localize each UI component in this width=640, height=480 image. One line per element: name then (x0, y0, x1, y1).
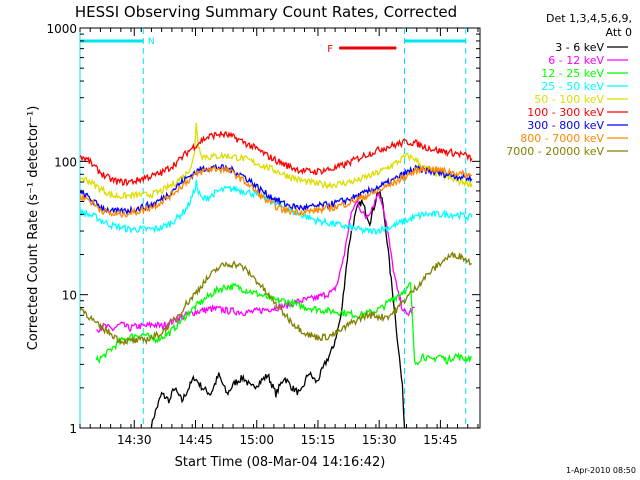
legend-header-line1: Det 1,3,4,5,6,9, (546, 12, 632, 25)
x-axis-label: Start Time (08-Mar-04 14:16:42) (175, 455, 386, 470)
x-tick-label: 15:00 (239, 433, 274, 447)
flare-markers: F (327, 44, 397, 55)
series-line-0 (150, 189, 406, 428)
y-tick-label: 1000 (46, 22, 77, 36)
series-line-5 (80, 131, 473, 187)
legend-label-0: 3 - 6 keV (555, 41, 604, 54)
chart-title: HESSI Observing Summary Count Rates, Cor… (75, 3, 457, 21)
y-tick-label: 100 (54, 155, 77, 169)
x-tick-label: 14:45 (178, 433, 213, 447)
legend-header-line2: Att 0 (606, 26, 632, 39)
y-axis-label: Corrected Count Rate (s⁻¹ detector⁻¹) (26, 106, 41, 351)
night-markers: N (79, 28, 467, 428)
legend-label-3: 25 - 50 keV (541, 80, 604, 93)
series-lines (80, 122, 473, 428)
footer-date: 1-Apr-2010 08:50 (566, 466, 636, 475)
series-line-8 (80, 251, 472, 347)
series-line-1 (96, 192, 415, 333)
x-tick-label: 15:15 (301, 433, 336, 447)
series-line-3 (80, 179, 473, 236)
axes: 14:30 14:45 15:00 15:15 15:30 15:45 1 10 100 1000 (46, 22, 480, 447)
legend-label-4: 50 - 100 keV (534, 93, 604, 106)
legend-label-2: 12 - 25 keV (541, 67, 604, 80)
legend-label-5: 100 - 300 keV (527, 106, 604, 119)
night-label: N (148, 37, 155, 47)
series-line-2 (95, 282, 472, 366)
series-line-4 (80, 122, 473, 200)
flare-label: F (327, 44, 333, 55)
x-tick-label: 15:45 (423, 433, 458, 447)
legend-label-8: 7000 - 20000 keV (506, 145, 604, 158)
series-line-6 (80, 163, 473, 216)
legend-label-7: 800 - 7000 keV (520, 132, 604, 145)
legend-label-6: 300 - 800 keV (527, 119, 604, 132)
x-tick-label: 14:30 (117, 433, 152, 447)
series-line-7 (80, 164, 473, 219)
x-tick-label: 15:30 (362, 433, 397, 447)
legend-label-1: 6 - 12 keV (548, 54, 604, 67)
y-tick-label: 1 (69, 422, 77, 436)
y-tick-label: 10 (62, 289, 77, 303)
